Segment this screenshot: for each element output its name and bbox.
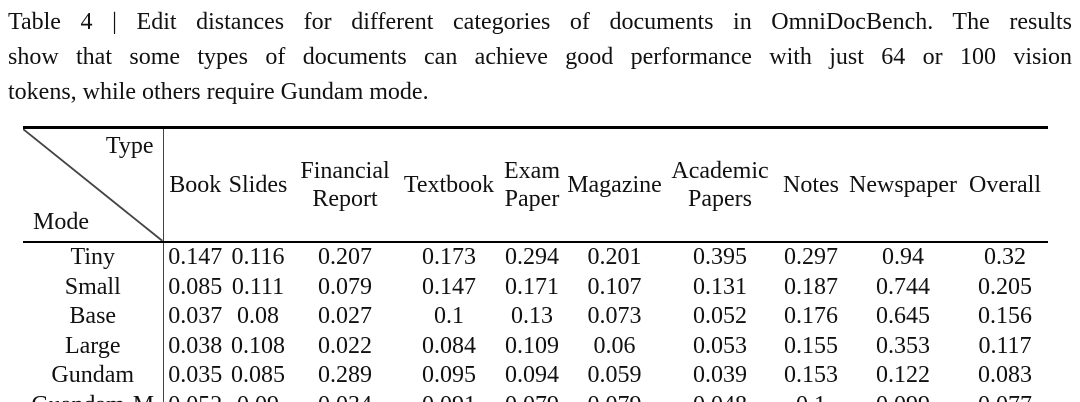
row-mode-label: Large [23, 331, 164, 361]
cell: 0.1 [434, 303, 464, 329]
cell: 0.744 [876, 273, 930, 300]
cell: 0.079 [318, 273, 372, 300]
table-row-base: Base 0.037 0.08 0.027 0.1 0.13 0.073 0.0… [23, 302, 1048, 332]
cell: 0.297 [784, 244, 838, 270]
cell: 0.205 [978, 273, 1032, 300]
cell: 0.034 [289, 391, 401, 402]
column-header-exam-paper: Exam Paper [497, 127, 567, 243]
cell: 0.079 [567, 391, 662, 402]
cell: 0.09 [227, 391, 289, 402]
cell: 0.077 [962, 391, 1048, 402]
caption-line-1: Table 4 | Edit distances for different c… [8, 9, 1072, 35]
cell: 0.038 [168, 332, 223, 359]
table-row-tiny: Tiny 0.147 0.116 0.207 0.173 0.294 0.201… [23, 242, 1048, 273]
cell: 0.079 [497, 391, 567, 402]
cell: 0.353 [876, 332, 930, 359]
cell: 0.94 [882, 244, 924, 270]
column-header-newspaper: Newspaper [844, 127, 962, 243]
row-mode-label: Base [23, 302, 164, 332]
table-caption: Table 4 | Edit distances for different c… [8, 5, 1072, 110]
table-row-small: Small 0.085 0.111 0.079 0.147 0.171 0.10… [23, 272, 1048, 302]
cell: 0.053 [693, 332, 747, 359]
corner-type-label: Type [105, 133, 154, 159]
column-header-financial-report: Financial Report [289, 127, 401, 243]
cell: 0.395 [693, 244, 747, 270]
cell: 0.107 [587, 273, 642, 300]
caption-line-2: show that some types of documents can ac… [8, 44, 1072, 70]
cell: 0.153 [784, 362, 838, 388]
table-row-guandam-m: Guandam-M 0.052 0.09 0.034 0.091 0.079 0… [23, 390, 1048, 402]
cell: 0.289 [318, 362, 372, 388]
cell: 0.173 [422, 244, 476, 270]
column-header-textbook: Textbook [401, 127, 497, 243]
cell: 0.022 [318, 332, 372, 359]
column-header-overall: Overall [962, 127, 1048, 243]
column-header-slides: Slides [227, 127, 289, 243]
corner-mode-label: Mode [33, 209, 89, 235]
cell: 0.073 [587, 303, 642, 329]
cell: 0.108 [231, 332, 285, 359]
cell: 0.187 [784, 273, 838, 300]
cell: 0.171 [505, 273, 559, 300]
cell: 0.116 [231, 244, 285, 270]
cell: 0.176 [784, 303, 838, 329]
cell: 0.095 [422, 362, 476, 388]
cell: 0.084 [422, 332, 476, 359]
row-mode-label: Gundam [23, 361, 164, 391]
cell: 0.147 [422, 273, 476, 300]
cell: 0.06 [593, 332, 636, 359]
row-mode-label: Tiny [23, 242, 164, 273]
diagonal-divider-line [23, 129, 163, 241]
cell: 0.122 [876, 362, 930, 388]
cell: 0.201 [587, 244, 642, 270]
cell: 0.111 [231, 273, 285, 300]
cell: 0.052 [163, 391, 227, 402]
header-row: Type Mode Book Slides Financial Report T… [23, 127, 1048, 243]
row-mode-label: Guandam-M [23, 390, 164, 402]
column-header-book: Book [163, 127, 227, 243]
row-mode-label: Small [23, 272, 164, 302]
column-header-notes: Notes [778, 127, 844, 243]
cell: 0.294 [505, 244, 559, 270]
cell: 0.059 [587, 362, 642, 388]
cell: 0.13 [511, 303, 553, 329]
corner-header-cell: Type Mode [23, 127, 164, 243]
cell: 0.08 [237, 303, 279, 329]
caption-line-3: tokens, while others require Gundam mode… [8, 79, 429, 105]
cell: 0.037 [168, 303, 223, 329]
cell: 0.099 [844, 391, 962, 402]
cell: 0.156 [978, 303, 1032, 329]
table-row-large: Large 0.038 0.108 0.022 0.084 0.109 0.06… [23, 331, 1048, 361]
cell: 0.085 [231, 362, 285, 388]
cell: 0.207 [318, 244, 372, 270]
column-header-academic-papers: Academic Papers [662, 127, 778, 243]
cell: 0.155 [784, 332, 838, 359]
cell: 0.083 [978, 362, 1032, 388]
cell: 0.039 [693, 362, 747, 388]
cell: 0.091 [401, 391, 497, 402]
cell: 0.035 [168, 362, 223, 388]
cell: 0.052 [693, 303, 747, 329]
cell: 0.085 [168, 273, 223, 300]
column-header-magazine: Magazine [567, 127, 662, 243]
cell: 0.1 [778, 391, 844, 402]
cell: 0.109 [505, 332, 559, 359]
table-row-gundam: Gundam 0.035 0.085 0.289 0.095 0.094 0.0… [23, 361, 1048, 391]
edit-distance-table: Type Mode Book Slides Financial Report T… [23, 126, 1048, 402]
cell: 0.094 [505, 362, 559, 388]
cell: 0.147 [168, 244, 223, 270]
cell: 0.048 [662, 391, 778, 402]
cell: 0.645 [876, 303, 930, 329]
cell: 0.32 [984, 244, 1026, 270]
cell: 0.131 [693, 273, 747, 300]
cell: 0.027 [318, 303, 372, 329]
cell: 0.117 [978, 332, 1032, 359]
